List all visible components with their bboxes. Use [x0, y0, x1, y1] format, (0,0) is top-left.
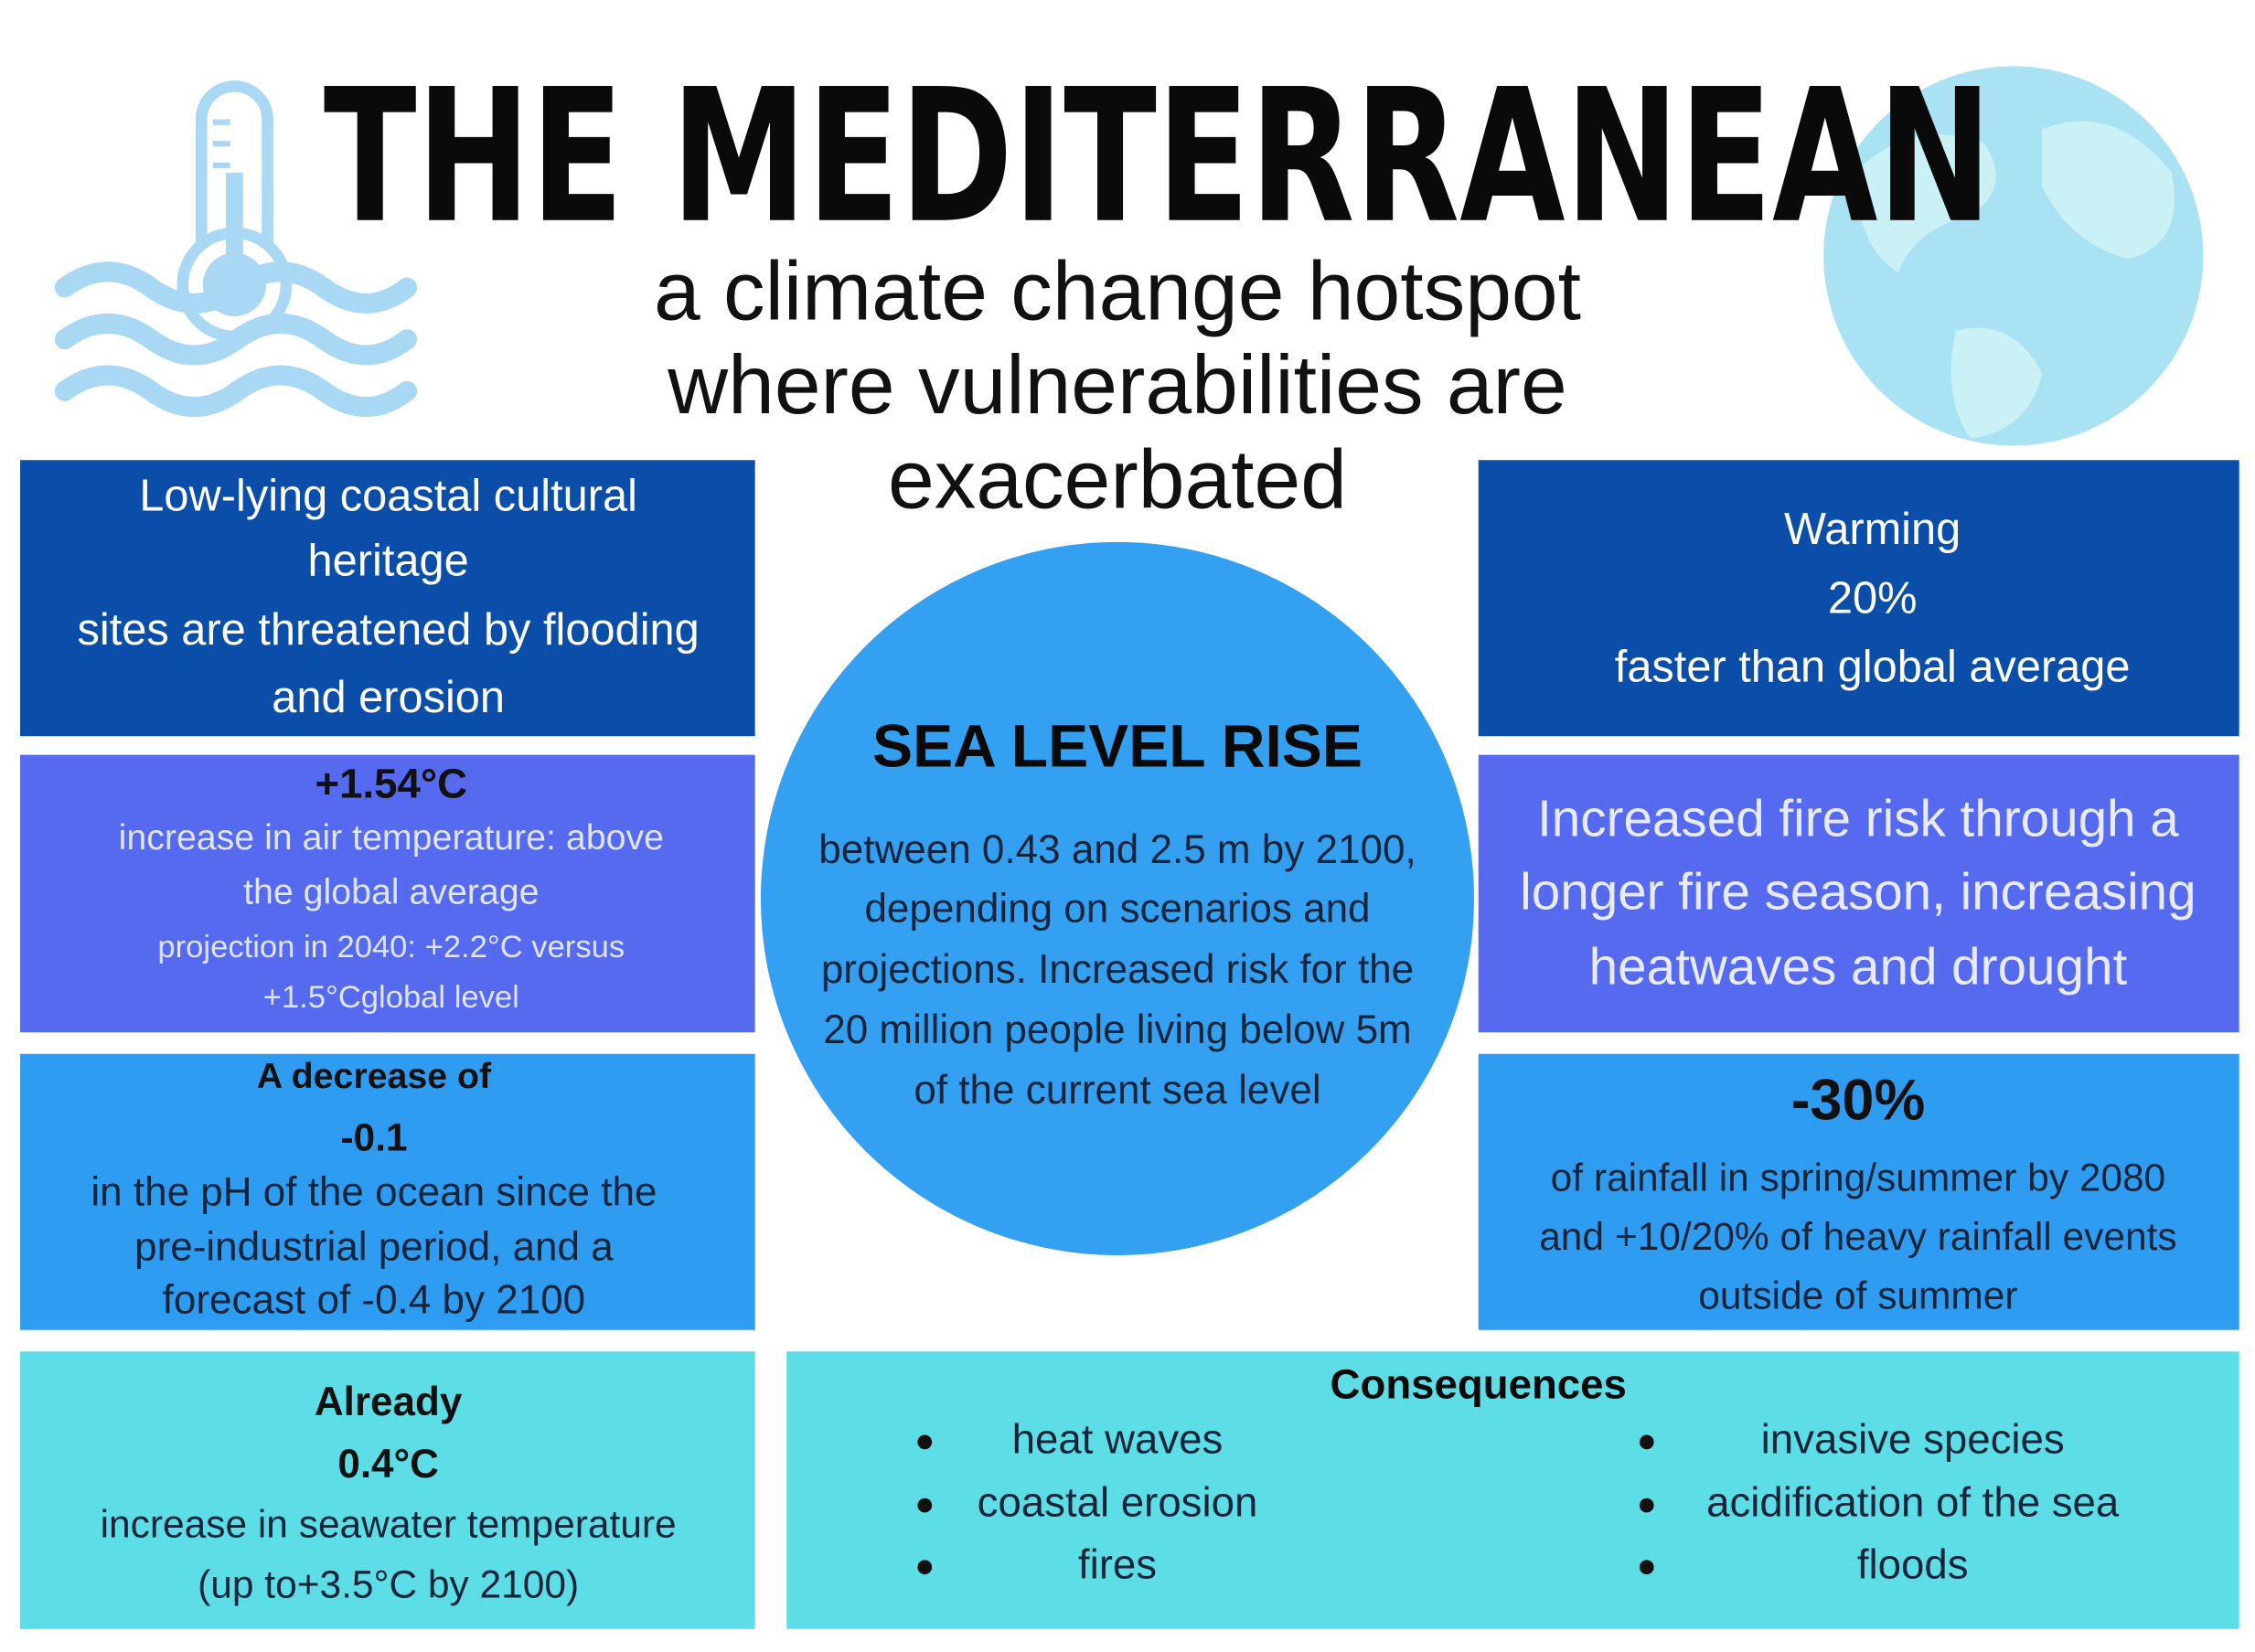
panel-text: A decrease of	[257, 1056, 492, 1096]
panel-heritage	[20, 460, 755, 737]
panel-rainfall	[1478, 1053, 2239, 1330]
panel-text: longer fire season, increasing	[1520, 863, 2196, 921]
circle-text: 20 million people living below 5m	[823, 1007, 1411, 1052]
panel-air-temperature	[20, 754, 755, 1033]
panel-text: of rainfall in spring/summer by 2080	[1551, 1156, 2165, 1199]
panel-text: Increased fire risk through a	[1537, 790, 2179, 847]
circle-text: projections. Increased risk for the	[821, 947, 1414, 992]
panel-text: increase in seawater temperature	[101, 1502, 677, 1545]
consequences-title: Consequences	[1331, 1361, 1627, 1408]
panel-text: Already	[315, 1380, 463, 1424]
consequence-item: heat waves	[1012, 1415, 1224, 1462]
panel-text: projection in 2040: +2.2°C versus	[157, 930, 625, 965]
title: THE MEDITERRANEAN	[324, 50, 1992, 264]
consequence-item: fires	[1078, 1540, 1157, 1587]
panel-text: outside of summer	[1698, 1274, 2017, 1316]
panel-text: and erosion	[272, 673, 505, 722]
panel-consequences	[786, 1351, 2239, 1629]
bullet	[1639, 1497, 1654, 1513]
panel-text: -30%	[1791, 1068, 1926, 1132]
panel-fire	[1478, 754, 2239, 1033]
panel-text: increase in air temperature: above	[119, 817, 664, 858]
panel-text: pre-industrial period, and a	[134, 1224, 614, 1269]
panel-text: sites are threatened by flooding	[78, 605, 700, 655]
panel-text: forecast of -0.4 by 2100	[163, 1277, 585, 1322]
panel-text: the global average	[243, 872, 539, 912]
panel-text: +1.5°Cglobal level	[263, 980, 519, 1015]
circle-text: between 0.43 and 2.5 m by 2100,	[818, 827, 1416, 872]
panel-text: 20%	[1828, 573, 1918, 623]
panel-text: faster than global average	[1615, 643, 2131, 692]
panel-text: in the pH of the ocean since the	[91, 1170, 657, 1215]
sea-level-circle	[760, 541, 1475, 1255]
panel-text: Warming	[1784, 505, 1961, 554]
panel-text: Low-lying coastal cultural	[139, 472, 637, 521]
panel-text: (up to+3.5°C by 2100)	[198, 1562, 579, 1605]
waves-icon	[54, 261, 418, 417]
panel-text: 0.4°C	[337, 1442, 439, 1487]
panel-text: heatwaves and drought	[1589, 938, 2128, 996]
subtitle-line: exacerbated	[888, 433, 1347, 527]
subtitle-line: where vulnerabilities are	[667, 338, 1566, 432]
panel-text: heritage	[308, 536, 469, 585]
bullet	[1639, 1434, 1654, 1450]
bullet	[917, 1434, 933, 1450]
bullet	[917, 1560, 933, 1575]
consequence-item: acidification of the sea	[1706, 1479, 2120, 1526]
panel-text: -0.1	[340, 1115, 407, 1158]
circle-text: depending on scenarios and	[864, 887, 1370, 932]
consequence-item: coastal erosion	[978, 1479, 1258, 1526]
bullet	[1639, 1560, 1654, 1575]
circle-title: SEA LEVEL RISE	[872, 711, 1363, 779]
panel-warming	[1478, 460, 2239, 737]
panel-text: and +10/20% of heavy rainfall events	[1539, 1215, 2176, 1258]
consequence-item: floods	[1857, 1540, 1969, 1587]
globe-icon	[1823, 66, 2204, 446]
consequence-item: invasive species	[1761, 1415, 2065, 1462]
circle-text: of the current sea level	[914, 1068, 1320, 1113]
bullet	[917, 1497, 933, 1513]
panel-seawater	[20, 1351, 755, 1629]
panel-ph	[20, 1053, 755, 1330]
subtitle-line: a climate change hotspot	[654, 245, 1581, 338]
panel-text: +1.54°C	[315, 760, 468, 806]
